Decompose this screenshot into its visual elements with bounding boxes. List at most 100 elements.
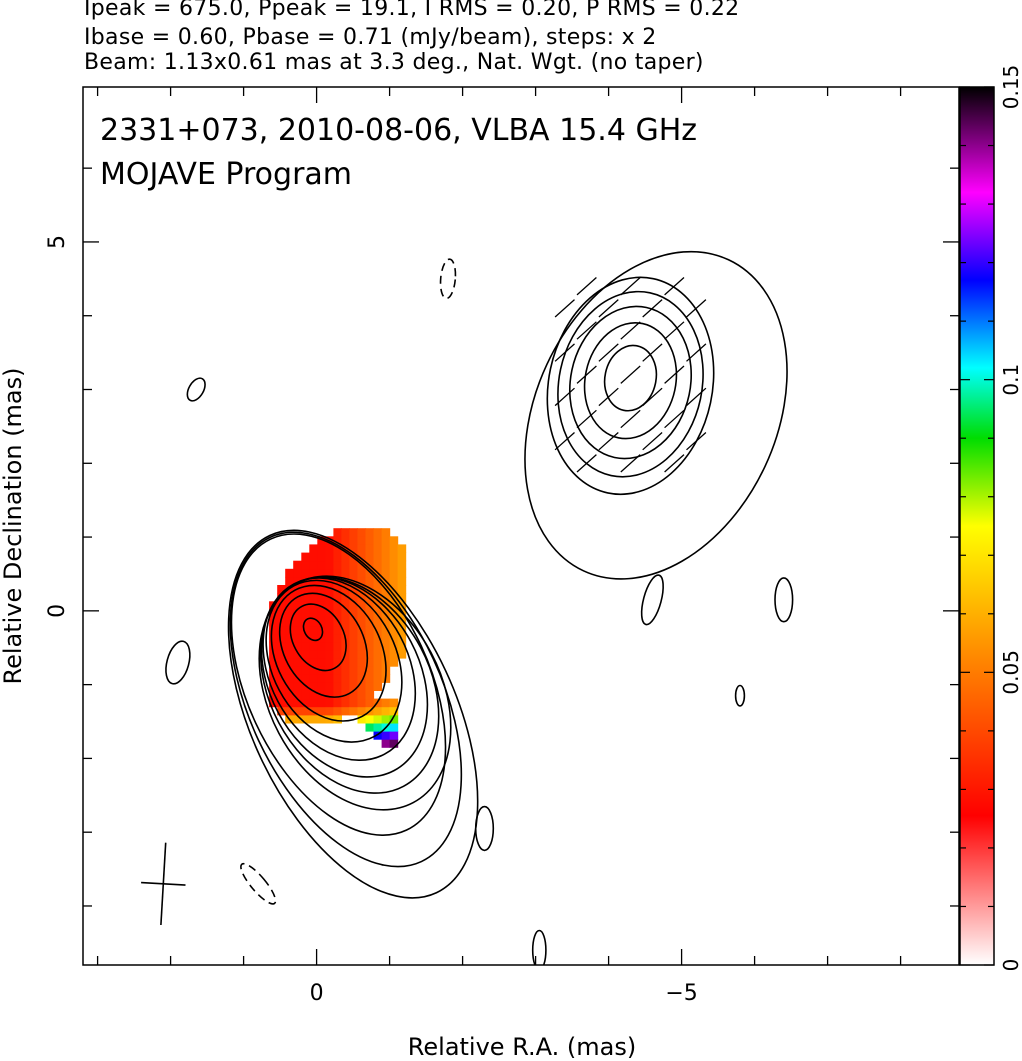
pol-pixel — [277, 698, 286, 708]
pol-pixel — [317, 674, 326, 683]
pol-pixel — [333, 633, 342, 643]
pol-pixel — [357, 552, 367, 562]
pol-pixel — [333, 698, 342, 708]
pol-pixel — [285, 609, 294, 618]
pol-pixel — [381, 739, 391, 748]
pol-pixel — [389, 706, 399, 716]
pol-pixel — [373, 536, 383, 545]
pol-pixel — [381, 641, 391, 651]
pol-pixel — [325, 650, 334, 659]
pol-pixel — [285, 690, 294, 700]
pol-pixel — [373, 544, 383, 553]
beam-marker — [141, 842, 186, 926]
pol-pixel — [317, 706, 326, 716]
pol-pixel — [349, 593, 358, 602]
pol-pixel — [325, 544, 334, 553]
pol-pixel — [325, 568, 334, 578]
pol-pixel — [349, 690, 358, 700]
pol-pixel — [397, 625, 407, 635]
pol-pixel — [389, 731, 399, 740]
pol-pixel — [341, 682, 350, 691]
pol-pixel — [341, 536, 350, 545]
axis-tick-labels: 0 −5 0 5 — [45, 235, 698, 1006]
pol-pixel — [333, 625, 342, 635]
pol-pixel — [317, 617, 326, 627]
pol-vector — [620, 321, 641, 340]
pol-pixel — [349, 544, 358, 553]
pol-pixel — [381, 568, 391, 578]
pol-pixel — [333, 641, 342, 651]
pol-pixel — [325, 625, 334, 635]
chart-subtitle: MOJAVE Program — [100, 157, 352, 192]
pol-pixel — [285, 666, 294, 675]
pol-pixel — [357, 568, 367, 578]
pol-vector — [598, 432, 619, 451]
pol-pixel — [389, 625, 399, 635]
pol-pixel — [269, 609, 278, 618]
pol-pixel — [381, 536, 391, 545]
pol-pixel — [269, 641, 278, 651]
pol-pixel — [325, 690, 334, 700]
colorbar-tick-label: 0.15 — [999, 65, 1022, 110]
pol-pixel — [357, 690, 367, 700]
pol-vector — [620, 365, 641, 384]
pol-pixel — [349, 536, 358, 545]
pol-pixel — [357, 609, 367, 618]
pol-pixel — [277, 585, 286, 594]
pol-pixel — [325, 585, 334, 594]
pol-pixel — [293, 560, 302, 570]
pol-pixel — [293, 641, 302, 651]
pol-pixel — [277, 650, 286, 659]
pol-pixel — [373, 625, 383, 635]
pol-pixel — [309, 568, 318, 578]
pol-pixel — [381, 593, 391, 602]
pol-vector — [554, 432, 575, 451]
pol-vector — [664, 277, 685, 296]
jet-contour — [583, 322, 678, 440]
pol-pixel — [357, 528, 367, 537]
polarization-vectors — [554, 277, 707, 473]
blob-contour — [165, 640, 191, 685]
pol-pixel — [357, 714, 367, 724]
pol-vector — [664, 409, 685, 429]
axis-ticks — [83, 87, 959, 965]
pol-vector — [642, 299, 663, 318]
pol-pixel — [389, 560, 399, 570]
pol-pixel — [285, 650, 294, 659]
header-peak-line: Ipeak = 675.0, Ppeak = 19.1, I RMS = 0.2… — [84, 0, 740, 21]
pol-pixel — [349, 641, 358, 651]
pol-pixel — [277, 666, 286, 675]
pol-pixel — [389, 723, 399, 732]
pol-pixel — [333, 714, 342, 724]
pol-pixel — [357, 682, 367, 691]
pol-pixel — [341, 698, 350, 708]
pol-pixel — [277, 658, 286, 667]
pol-pixel — [381, 544, 391, 553]
x-axis-label: Relative R.A. (mas) — [408, 1033, 636, 1061]
pol-pixel — [301, 560, 310, 570]
pol-pixel — [317, 658, 326, 667]
pol-pixel — [309, 585, 318, 594]
pol-pixel — [269, 658, 278, 667]
pol-pixel — [349, 609, 358, 618]
pol-pixel — [349, 528, 358, 537]
pol-pixel — [357, 576, 367, 586]
pol-pixel — [325, 552, 334, 562]
pol-pixel — [341, 625, 350, 635]
pol-pixel — [389, 641, 399, 651]
pol-pixel — [373, 560, 383, 570]
pol-vector — [664, 365, 685, 384]
pol-pixel — [285, 633, 294, 643]
pol-pixel — [381, 714, 391, 724]
pol-pixel — [301, 641, 310, 651]
pol-pixel — [301, 585, 310, 594]
pol-pixel — [389, 609, 399, 618]
pol-pixel — [333, 585, 342, 594]
pol-pixel — [285, 698, 294, 708]
pol-pixel — [293, 682, 302, 691]
pol-pixel — [277, 633, 286, 643]
pol-pixel — [373, 658, 383, 667]
pol-pixel — [341, 528, 350, 537]
pol-pixel — [293, 658, 302, 667]
